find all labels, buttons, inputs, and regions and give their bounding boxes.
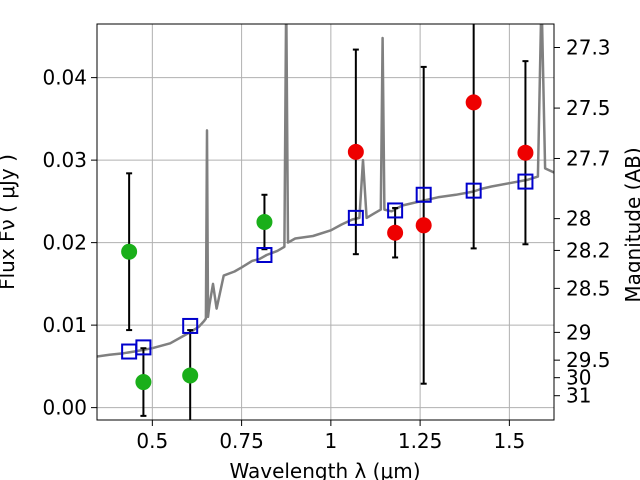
- x-tick-label: 0.5: [136, 429, 168, 453]
- x-axis-label: Wavelength λ (μm): [229, 459, 420, 480]
- model-line: [97, 24, 554, 358]
- right-tick-label: 28.2: [566, 238, 611, 262]
- x-tick-label: 1.25: [398, 429, 443, 453]
- right-tick-label: 30: [566, 366, 591, 390]
- y-tick-label: 0.02: [42, 231, 87, 255]
- x-tick-label: 0.75: [219, 429, 264, 453]
- y-tick-label: 0.00: [42, 396, 87, 420]
- y-tick-label: 0.03: [42, 148, 87, 172]
- blue-model-square: [517, 173, 534, 190]
- plot-frame: [96, 23, 555, 421]
- red-point: [517, 144, 534, 161]
- green-point: [121, 243, 138, 260]
- blue-model-square: [135, 339, 152, 356]
- model-spectrum: [97, 24, 554, 358]
- right-tick-label: 29: [566, 320, 591, 344]
- red-point: [415, 217, 432, 234]
- right-tick-label: 27.3: [566, 35, 611, 59]
- blue-model-square: [256, 247, 273, 263]
- right-tick-label: 27.7: [566, 146, 611, 170]
- blue-model-square: [387, 202, 404, 219]
- data-markers: [121, 94, 534, 391]
- y-axis-ticks: 0.00 0.01 0.02 0.03 0.04: [42, 66, 97, 420]
- right-tick-label: 27.5: [566, 96, 611, 120]
- blue-model-square: [347, 209, 364, 226]
- green-point: [182, 367, 199, 384]
- red-point: [465, 94, 482, 111]
- x-tick-label: 1.5: [493, 429, 525, 453]
- grid: [97, 24, 554, 420]
- blue-model-square: [415, 186, 432, 203]
- y-tick-label: 0.04: [42, 66, 87, 90]
- x-axis-ticks: 0.5 0.75 1 1.25 1.5: [136, 420, 525, 453]
- right-axis-label: Magnitude (AB): [621, 147, 640, 302]
- x-tick-label: 1: [324, 429, 337, 453]
- blue-model-square: [465, 182, 482, 199]
- right-tick-label: 28.5: [566, 276, 611, 300]
- green-point: [256, 214, 273, 230]
- error-bars: [126, 24, 529, 420]
- y-axis-label: Flux Fν ( μJy ): [0, 154, 19, 290]
- y-tick-label: 0.01: [42, 313, 87, 337]
- red-point: [387, 224, 404, 241]
- right-tick-label: 29.5: [566, 348, 611, 372]
- right-tick-label: 28: [566, 207, 591, 231]
- right-tick-label: 31: [566, 384, 591, 408]
- red-point: [347, 143, 364, 160]
- green-point: [135, 374, 152, 391]
- blue-model-square: [182, 317, 199, 334]
